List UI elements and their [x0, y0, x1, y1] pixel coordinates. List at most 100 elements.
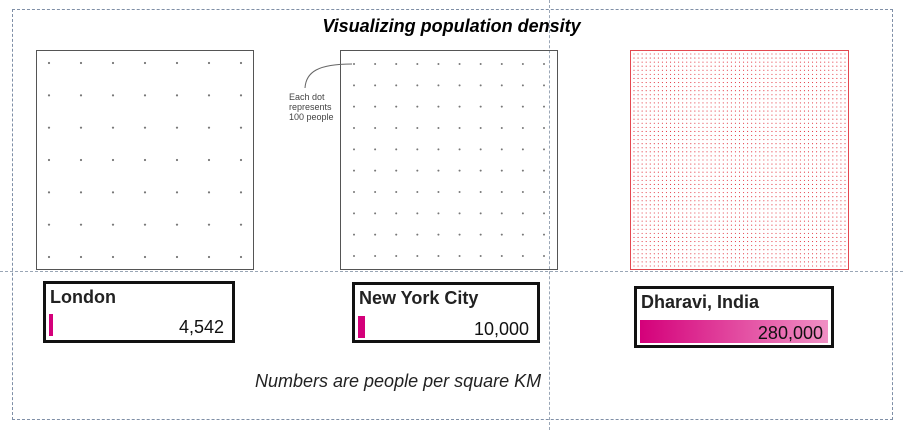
population-dot [743, 65, 745, 67]
population-dot [395, 84, 398, 87]
population-dot [661, 86, 663, 88]
population-dot [710, 224, 712, 226]
population-dot [686, 228, 688, 230]
population-dot [710, 200, 712, 202]
population-dot [824, 90, 826, 92]
population-dot [653, 175, 655, 177]
population-dot [824, 130, 826, 133]
population-dot [79, 191, 83, 194]
population-dot [661, 179, 663, 181]
population-dot [791, 192, 793, 194]
population-dot [751, 90, 753, 92]
population-dot [791, 122, 793, 124]
population-dot [694, 179, 696, 181]
population-dot [795, 106, 797, 108]
population-dot [779, 98, 781, 100]
population-dot [807, 122, 810, 124]
population-dot [836, 204, 838, 206]
population-dot [807, 171, 810, 173]
population-dot [755, 175, 757, 177]
population-dot [824, 196, 826, 198]
population-dot [710, 163, 712, 165]
population-dot [795, 134, 797, 137]
population-dot [763, 204, 765, 206]
population-dot [657, 220, 659, 222]
population-dot [820, 200, 822, 202]
population-dot [702, 86, 704, 88]
population-dot [763, 171, 765, 173]
population-dot [730, 224, 732, 226]
population-dot [710, 77, 712, 80]
population-dot [795, 90, 797, 92]
population-dot [791, 73, 793, 75]
population-dot [175, 223, 179, 226]
population-dot [722, 236, 724, 239]
population-dot [771, 147, 773, 149]
population-dot [690, 155, 692, 157]
population-dot [840, 220, 842, 222]
population-dot [710, 126, 712, 128]
population-dot [816, 57, 818, 59]
population-dot [755, 86, 757, 88]
population-dot [714, 147, 716, 149]
population-dot [678, 220, 680, 222]
population-dot [791, 171, 793, 173]
population-dot [844, 265, 846, 267]
population-dot [771, 77, 773, 80]
population-dot [799, 171, 801, 173]
population-dot [836, 200, 838, 202]
population-dot [779, 208, 781, 210]
population-dot [694, 204, 696, 206]
population-dot [669, 245, 672, 247]
population-dot [763, 159, 765, 161]
population-dot [633, 240, 635, 243]
population-dot [694, 73, 696, 75]
population-dot [743, 118, 745, 120]
population-dot [751, 249, 753, 251]
population-dot [479, 169, 482, 172]
population-dot [775, 220, 777, 222]
population-dot [759, 57, 761, 59]
population-dot [543, 105, 545, 108]
population-dot [698, 200, 700, 202]
population-dot [730, 114, 732, 116]
population-dot [755, 253, 757, 255]
population-dot [653, 139, 655, 141]
population-dot [811, 220, 814, 222]
population-dot [803, 236, 805, 239]
population-dot [682, 175, 684, 177]
population-dot [795, 110, 797, 112]
population-dot [714, 175, 716, 177]
population-dot [669, 155, 672, 157]
population-dot [726, 236, 728, 239]
population-dot [751, 61, 753, 63]
population-dot [633, 257, 635, 259]
population-dot [844, 196, 846, 198]
population-dot [783, 249, 785, 251]
population-dot [682, 73, 684, 75]
population-dot [661, 147, 663, 149]
population-dot [143, 94, 147, 97]
population-dot [657, 175, 659, 177]
population-dot [649, 73, 651, 75]
population-dot [678, 245, 680, 247]
population-dot [665, 65, 668, 67]
population-dot [836, 86, 838, 88]
population-dot [714, 73, 716, 75]
population-dot [824, 81, 826, 84]
population-dot [669, 183, 672, 186]
population-dot [637, 90, 639, 92]
population-dot [755, 224, 757, 226]
population-dot [645, 118, 647, 120]
population-dot [649, 167, 651, 169]
population-dot [694, 110, 696, 112]
population-dot [767, 179, 769, 181]
population-dot [710, 253, 712, 255]
population-dot [734, 257, 736, 259]
population-dot [779, 245, 781, 247]
population-dot [771, 192, 773, 194]
population-dot [661, 232, 663, 234]
population-dot [767, 216, 769, 218]
population-dot [374, 191, 377, 193]
population-dot [690, 69, 692, 71]
